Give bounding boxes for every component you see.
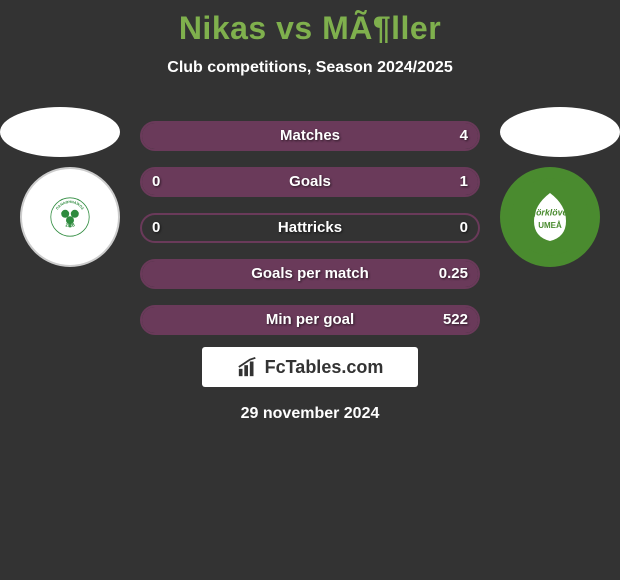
stat-label: Min per goal <box>142 307 478 333</box>
stat-rows: Matches 4 0 Goals 1 0 Hattricks 0 Goals … <box>140 121 480 351</box>
club-badge-right: Björklöven UMEÅ <box>500 167 600 267</box>
stat-val-right: 0 <box>460 215 468 241</box>
stat-row-min-per-goal: Min per goal 522 <box>140 305 480 335</box>
player-avatar-left <box>0 107 120 157</box>
stat-val-right: 522 <box>443 307 468 333</box>
stat-val-right: 0.25 <box>439 261 468 287</box>
club-right-bottom-text: UMEÅ <box>538 221 562 230</box>
footer-date: 29 november 2024 <box>0 405 620 423</box>
stat-label: Goals <box>142 169 478 195</box>
club-badge-left: ΠΑΝΑΘΗΝΑΪΚΟΣ 1908 <box>20 167 120 267</box>
page-subtitle: Club competitions, Season 2024/2025 <box>0 59 620 77</box>
comparison-area: ΠΑΝΑΘΗΝΑΪΚΟΣ 1908 Björklöven UMEÅ Matche… <box>0 107 620 327</box>
player-avatar-right <box>500 107 620 157</box>
stat-row-matches: Matches 4 <box>140 121 480 151</box>
footer-brand-text: FcTables.com <box>265 357 384 378</box>
footer-brand[interactable]: FcTables.com <box>202 347 418 387</box>
stat-val-right: 4 <box>460 123 468 149</box>
bar-chart-icon <box>237 356 259 378</box>
stat-row-goals: 0 Goals 1 <box>140 167 480 197</box>
club-right-top-text: Björklöven <box>527 207 572 217</box>
page-title: Nikas vs MÃ¶ller <box>0 0 620 47</box>
stat-label: Goals per match <box>142 261 478 287</box>
stat-row-goals-per-match: Goals per match 0.25 <box>140 259 480 289</box>
bjorkloven-icon: Björklöven UMEÅ <box>510 177 590 257</box>
stat-label: Matches <box>142 123 478 149</box>
clover-icon: ΠΑΝΑΘΗΝΑΪΚΟΣ 1908 <box>50 197 90 237</box>
stat-label: Hattricks <box>142 215 478 241</box>
stat-row-hattricks: 0 Hattricks 0 <box>140 213 480 243</box>
stat-val-right: 1 <box>460 169 468 195</box>
